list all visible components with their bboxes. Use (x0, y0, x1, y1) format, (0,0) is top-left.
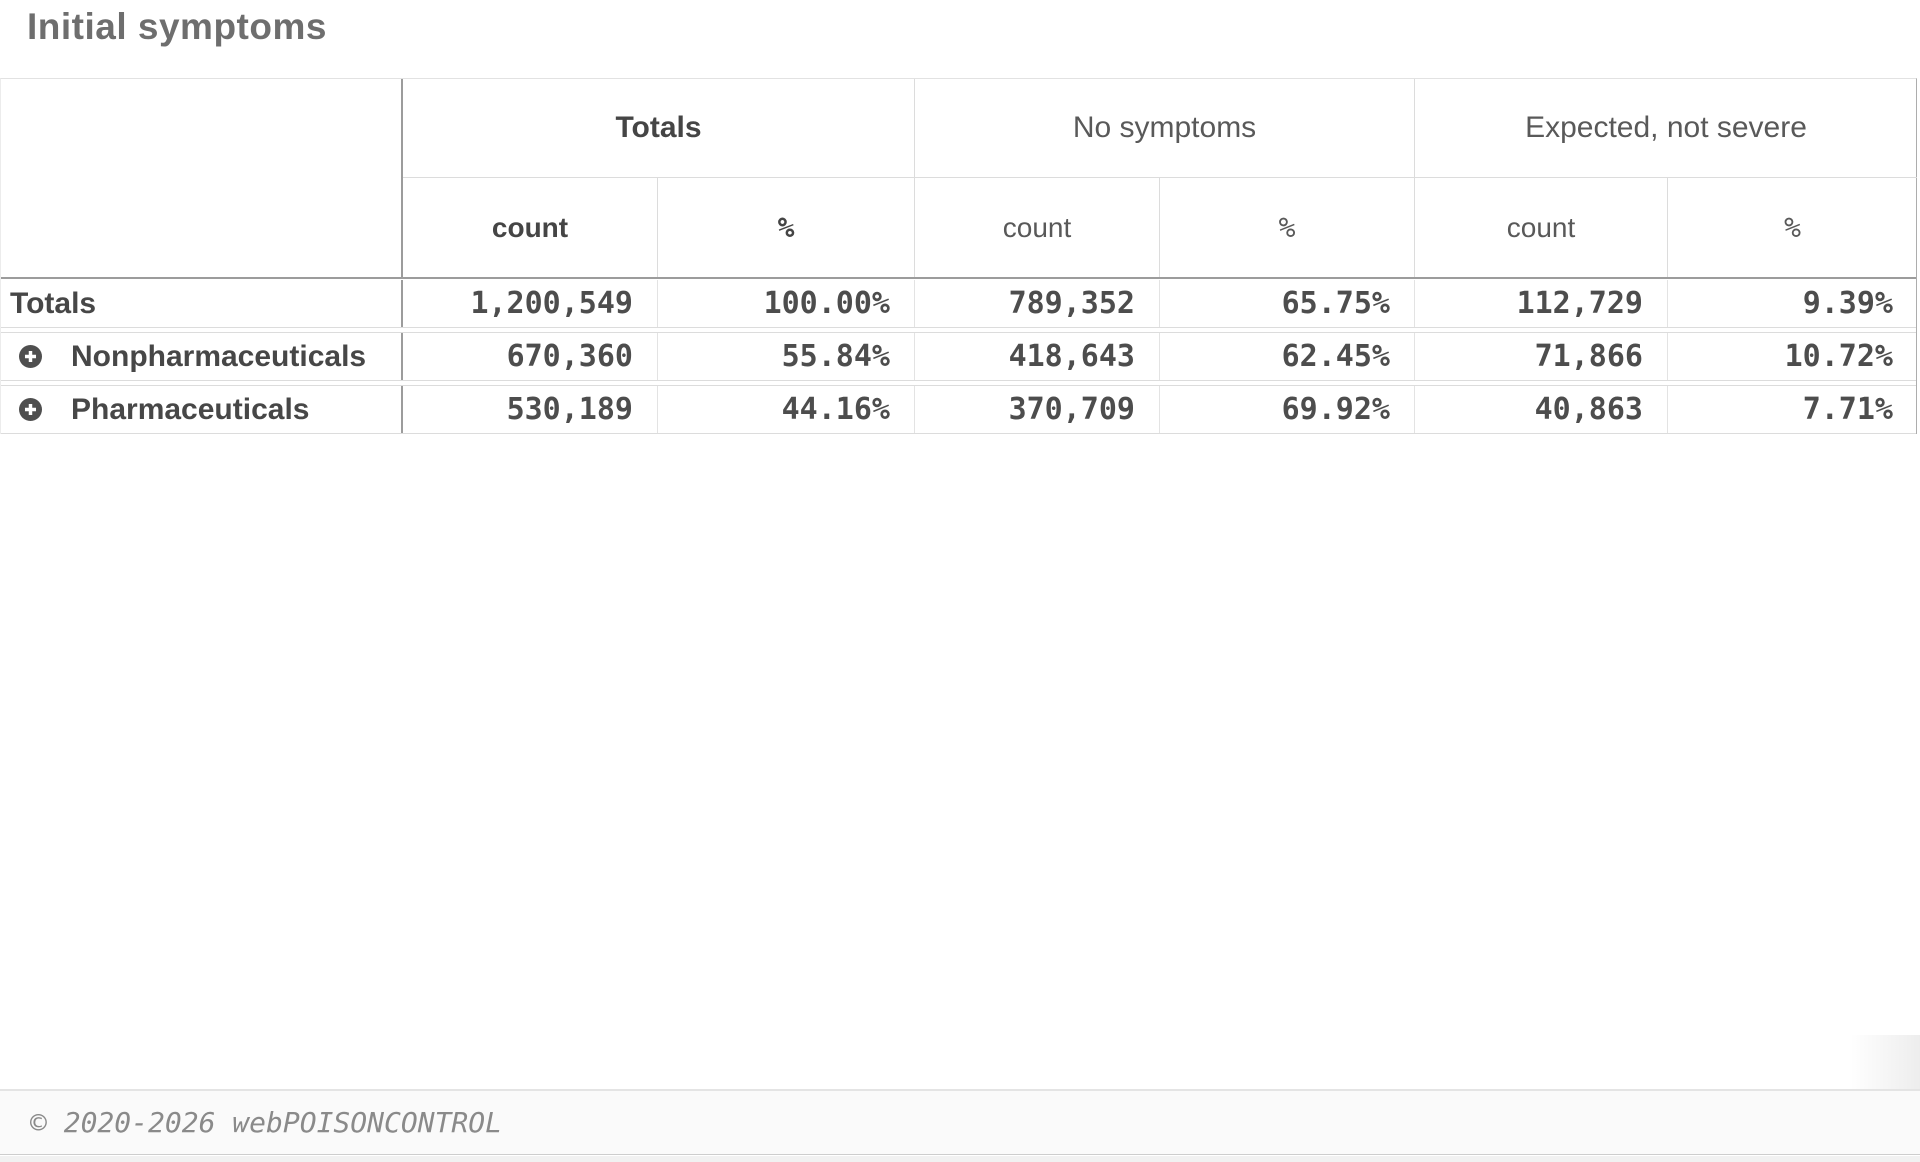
cell-no-symptoms-count: 789,352 (914, 280, 1159, 327)
copyright-text: © 2020-2026 webPOISONCONTROL (30, 1106, 503, 1139)
cell-expected-percent: 7.71% (1667, 386, 1917, 433)
row-label: Nonpharmaceuticals (1, 333, 403, 380)
cell-totals-percent: 55.84% (657, 333, 914, 380)
cell-expected-percent: 10.72% (1667, 333, 1917, 380)
row-label-text: Pharmaceuticals (71, 392, 310, 426)
column-group-expected-not-severe: Expected, not severe (1414, 79, 1917, 178)
subheader-totals-percent: % (657, 178, 914, 277)
plus-circle-icon[interactable] (19, 345, 42, 368)
cell-expected-count: 71,866 (1414, 333, 1667, 380)
cell-totals-count: 530,189 (506, 392, 633, 427)
table-row: Totals 1,200,549 100.00% 789,352 65.75% … (1, 280, 1916, 328)
column-group-no-symptoms: No symptoms (914, 79, 1414, 178)
subheader-no-symptoms-count: count (914, 178, 1159, 277)
cell-totals-percent: 44.16% (657, 386, 914, 433)
footer-bar: © 2020-2026 webPOISONCONTROL (0, 1089, 1920, 1155)
row-label: Pharmaceuticals (1, 386, 403, 433)
cell-no-symptoms-percent: 65.75% (1159, 280, 1414, 327)
table-header: Totals No symptoms Expected, not severe … (1, 79, 1917, 279)
subheader-no-symptoms-percent: % (1159, 178, 1414, 277)
cell-totals-count: 670,360 (506, 339, 633, 374)
pivot-table: Totals No symptoms Expected, not severe … (0, 78, 1917, 434)
cell-expected-count: 112,729 (1414, 280, 1667, 327)
subheader-expected-percent: % (1667, 178, 1917, 277)
bottom-strip (0, 1156, 1920, 1162)
cell-no-symptoms-percent: 69.92% (1159, 386, 1414, 433)
cell-expected-percent: 9.39% (1667, 280, 1917, 327)
cell-no-symptoms-count: 418,643 (914, 333, 1159, 380)
plus-circle-icon[interactable] (19, 398, 42, 421)
row-label-text: Nonpharmaceuticals (71, 339, 367, 373)
cell-expected-count: 40,863 (1414, 386, 1667, 433)
row-label: Totals (1, 280, 403, 327)
subheader-totals-count: count (491, 211, 569, 243)
cell-no-symptoms-count: 370,709 (914, 386, 1159, 433)
subheader-expected-count: count (1414, 178, 1667, 277)
header-corner-cell (1, 79, 403, 277)
column-group-totals: Totals (403, 79, 914, 178)
table-row: Nonpharmaceuticals 670,360 55.84% 418,64… (1, 332, 1916, 381)
cell-totals-percent: 100.00% (657, 280, 914, 327)
table-body: Totals 1,200,549 100.00% 789,352 65.75% … (1, 280, 1916, 434)
cell-no-symptoms-percent: 62.45% (1159, 333, 1414, 380)
cell-totals-count: 1,200,549 (470, 286, 633, 321)
scroll-shadow (1850, 1035, 1920, 1089)
page-title: Initial symptoms (27, 6, 327, 47)
table-row: Pharmaceuticals 530,189 44.16% 370,709 6… (1, 385, 1916, 434)
